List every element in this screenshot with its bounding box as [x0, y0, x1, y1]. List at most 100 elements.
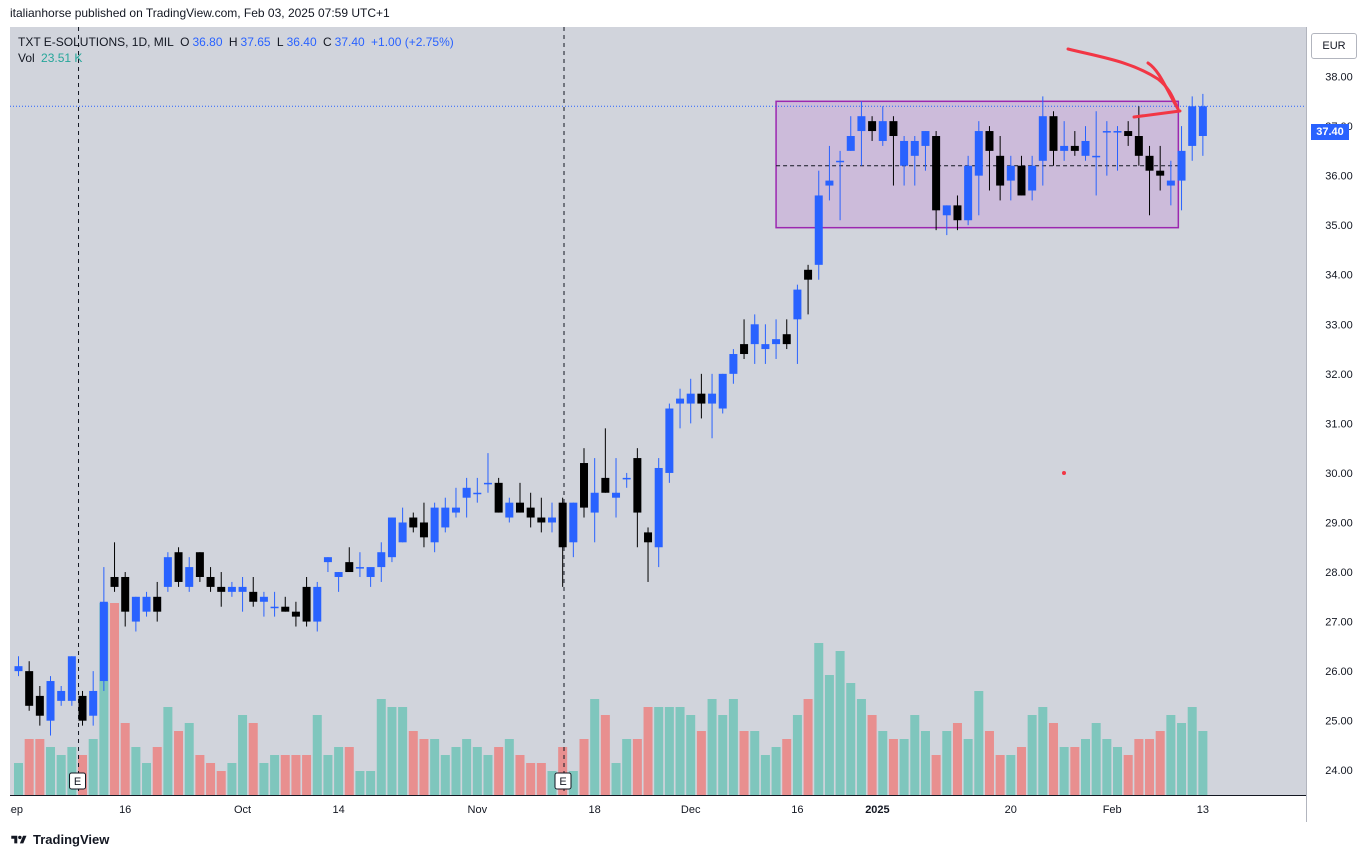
candle-body[interactable]: [1156, 170, 1165, 176]
candle-body[interactable]: [409, 517, 418, 528]
legend-volume-label[interactable]: Vol: [18, 51, 35, 65]
candle-body[interactable]: [185, 567, 194, 587]
candle-body[interactable]: [921, 131, 930, 146]
candle-body[interactable]: [451, 507, 460, 513]
candle-body[interactable]: [1070, 145, 1079, 151]
candle-body[interactable]: [1038, 116, 1047, 161]
time-axis[interactable]: [10, 795, 1306, 822]
candle-body[interactable]: [377, 552, 386, 568]
earnings-badge-label[interactable]: E: [559, 776, 566, 788]
candle-body[interactable]: [1017, 165, 1026, 196]
candle-body[interactable]: [910, 140, 919, 156]
candle-body[interactable]: [1081, 140, 1090, 156]
candle-body[interactable]: [804, 269, 813, 280]
candle-body[interactable]: [323, 557, 332, 563]
candle-body[interactable]: [515, 502, 524, 513]
candle-body[interactable]: [814, 195, 823, 265]
candle-body[interactable]: [1166, 180, 1175, 186]
candle-body[interactable]: [1188, 106, 1197, 146]
candle-body[interactable]: [676, 398, 685, 404]
candle-body[interactable]: [1006, 165, 1015, 181]
candle-body[interactable]: [825, 180, 834, 186]
candle-body[interactable]: [1124, 131, 1133, 137]
candle-body[interactable]: [57, 690, 66, 701]
candle-body[interactable]: [537, 517, 546, 523]
candle-body[interactable]: [644, 532, 653, 543]
candle-body[interactable]: [878, 121, 887, 141]
candle-body[interactable]: [846, 136, 855, 151]
candle-body[interactable]: [46, 681, 55, 721]
candle-body[interactable]: [718, 373, 727, 409]
candle-body[interactable]: [761, 344, 770, 350]
candle-body[interactable]: [836, 160, 845, 163]
candle-body[interactable]: [580, 463, 589, 508]
candle-body[interactable]: [740, 344, 749, 355]
candle-body[interactable]: [505, 502, 514, 518]
candle-body[interactable]: [1049, 116, 1058, 151]
price-axis[interactable]: [1306, 27, 1360, 822]
candle-body[interactable]: [483, 482, 492, 485]
candle-body[interactable]: [868, 121, 877, 132]
candle-body[interactable]: [249, 591, 258, 602]
candle-body[interactable]: [259, 596, 268, 602]
candle-body[interactable]: [35, 695, 44, 716]
candle-body[interactable]: [366, 567, 375, 577]
candle-body[interactable]: [612, 492, 621, 498]
candle-body[interactable]: [1092, 155, 1101, 158]
candle-body[interactable]: [548, 517, 556, 523]
price-chart[interactable]: EE38.0037.0036.0035.0034.0033.0032.0031.…: [3, 27, 1360, 822]
candle-body[interactable]: [953, 205, 962, 221]
candle-body[interactable]: [686, 393, 695, 404]
candle-body[interactable]: [163, 557, 172, 587]
candle-body[interactable]: [857, 116, 866, 132]
candle-body[interactable]: [462, 487, 471, 498]
candle-body[interactable]: [782, 334, 791, 345]
candle-body[interactable]: [622, 477, 631, 480]
candle-body[interactable]: [654, 467, 663, 548]
candle-body[interactable]: [131, 596, 140, 622]
candle-body[interactable]: [121, 576, 130, 612]
candle-body[interactable]: [900, 140, 909, 166]
candle-body[interactable]: [590, 492, 599, 513]
candle-body[interactable]: [195, 552, 204, 577]
candle-body[interactable]: [1145, 155, 1154, 171]
candle-body[interactable]: [174, 552, 183, 582]
candle-body[interactable]: [355, 567, 364, 569]
candle-body[interactable]: [964, 165, 973, 221]
candle-body[interactable]: [1060, 145, 1069, 151]
candle-body[interactable]: [729, 354, 738, 374]
candle-body[interactable]: [601, 477, 610, 493]
candle-body[interactable]: [281, 606, 290, 612]
candle-body[interactable]: [25, 671, 34, 706]
candle-body[interactable]: [665, 408, 674, 473]
candle-body[interactable]: [526, 507, 535, 518]
candle-body[interactable]: [78, 695, 87, 721]
candle-body[interactable]: [99, 601, 108, 682]
candle-body[interactable]: [398, 522, 407, 543]
earnings-badge-label[interactable]: E: [74, 776, 81, 788]
legend-symbol[interactable]: TXT E-SOLUTIONS, 1D, MIL: [18, 35, 174, 49]
candle-body[interactable]: [473, 492, 482, 495]
candle-body[interactable]: [217, 586, 226, 592]
earnings-badge[interactable]: [554, 772, 572, 790]
candle-body[interactable]: [985, 131, 994, 151]
candle-body[interactable]: [708, 393, 717, 404]
candle-body[interactable]: [430, 507, 439, 543]
candle-body[interactable]: [14, 666, 23, 672]
candle-body[interactable]: [558, 502, 567, 548]
candle-body[interactable]: [313, 586, 322, 622]
tradingview-footer[interactable]: TradingView: [10, 832, 109, 847]
candle-body[interactable]: [441, 507, 450, 528]
candle-body[interactable]: [153, 596, 162, 612]
chart-area[interactable]: EE38.0037.0036.0035.0034.0033.0032.0031.…: [3, 27, 1360, 822]
candle-body[interactable]: [932, 136, 941, 211]
currency-button[interactable]: EUR: [1311, 33, 1357, 59]
candle-body[interactable]: [793, 289, 802, 320]
candle-body[interactable]: [569, 502, 578, 543]
candle-body[interactable]: [772, 339, 781, 345]
candle-body[interactable]: [1113, 131, 1122, 133]
candle-body[interactable]: [291, 611, 300, 617]
candle-body[interactable]: [419, 522, 428, 538]
candle-body[interactable]: [270, 606, 279, 609]
earnings-badge[interactable]: [69, 772, 87, 790]
